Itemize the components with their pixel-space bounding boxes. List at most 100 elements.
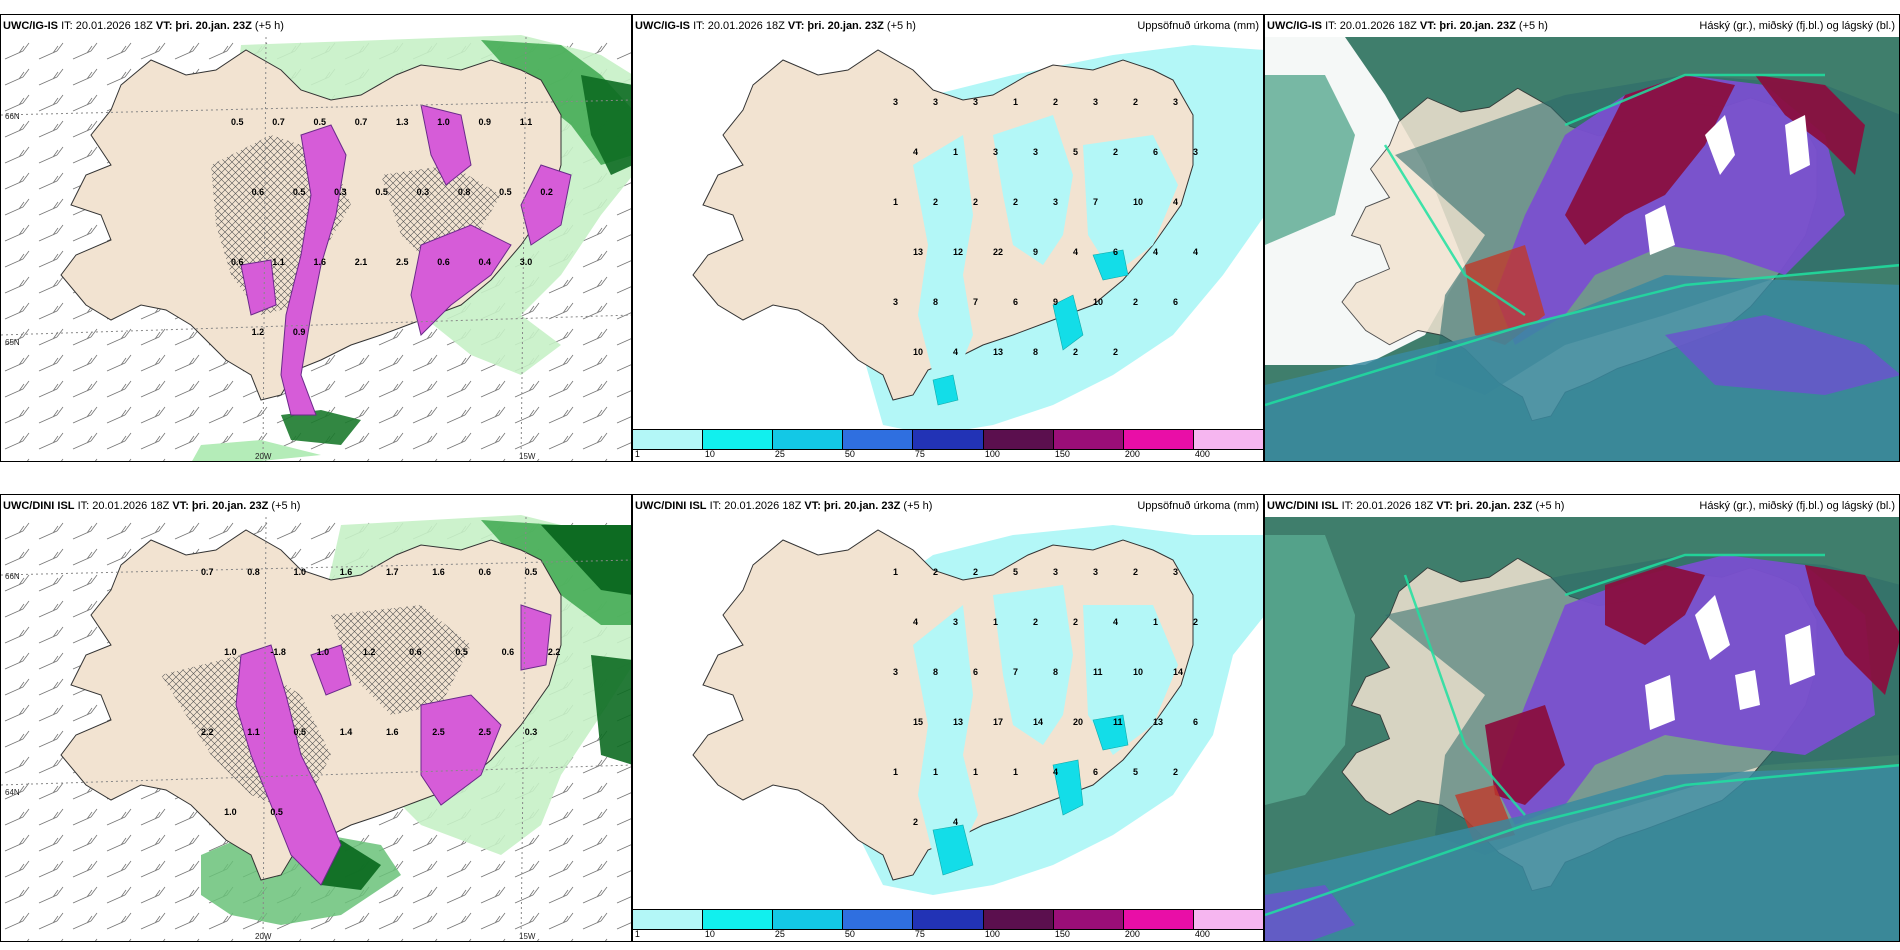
valid-time: þri. 20.jan. 23Z <box>823 500 901 512</box>
map-value-label: 3 <box>1033 147 1038 157</box>
map-value-label: 1 <box>893 767 898 777</box>
map-value-label: 1.2 <box>252 327 265 337</box>
map-value-label: 2.1 <box>355 257 368 267</box>
map-value-label: 6 <box>1173 297 1178 307</box>
map-value-label: 6 <box>973 667 978 677</box>
map-value-label: 1.6 <box>314 257 327 267</box>
map-value-label: 4 <box>1053 767 1058 777</box>
map-value-label: 1.0 <box>224 647 237 657</box>
map-value-label: 3 <box>933 97 938 107</box>
map-value-label: 0.6 <box>479 567 492 577</box>
init-time: IT: 20.01.2026 18Z <box>61 20 153 32</box>
map-value-label: 8 <box>1053 667 1058 677</box>
panel-accum-precip-igis[interactable]: UWC/IG-IS IT: 20.01.2026 18Z VT: þri. 20… <box>632 14 1264 462</box>
forecast-offset: (+5 h) <box>886 20 916 32</box>
model-name: UWC/DINI ISL <box>3 500 75 512</box>
map-value-label: 0.9 <box>293 327 306 337</box>
colorbar-swatch <box>1193 430 1263 449</box>
panel-accum-precip-dini[interactable]: UWC/DINI ISL IT: 20.01.2026 18Z VT: þri.… <box>632 494 1264 942</box>
map-value-label: 12 <box>953 247 963 257</box>
colorbar-tick-label: 100 <box>984 449 1000 459</box>
precip-value-labels: 0.7 0.8 1.0 1.6 1.7 1.6 0.6 0.5 1.0 -1.8 1.0 1.2 0.6… <box>201 567 560 817</box>
init-time: IT: 20.01.2026 18Z <box>1325 20 1417 32</box>
colorbar-swatch <box>1123 430 1194 449</box>
map-value-label: 4 <box>1113 617 1118 627</box>
colorbar-tick-label: 200 <box>1124 929 1140 939</box>
forecast-offset: (+5 h) <box>903 500 933 512</box>
map-canvas <box>1265 517 1899 941</box>
map-value-label: 1 <box>893 567 898 577</box>
map-value-label: 2 <box>1193 617 1198 627</box>
map-value-label: 2 <box>1113 347 1118 357</box>
map-value-label: 3 <box>893 297 898 307</box>
map-value-label: 2 <box>933 567 938 577</box>
map-value-label: 3 <box>1173 567 1178 577</box>
init-time: IT: 20.01.2026 18Z <box>693 20 785 32</box>
map-value-label: 1 <box>1013 97 1018 107</box>
lon-label: 15W <box>519 452 536 461</box>
map-canvas: 0.7 0.8 1.0 1.6 1.7 1.6 0.6 0.5 1.0 -1.8 1.0 1.2 0.6… <box>1 495 631 941</box>
map-value-label: 0.3 <box>525 727 538 737</box>
map-value-label: 13 <box>993 347 1003 357</box>
map-value-label: 3 <box>893 667 898 677</box>
map-value-label: 1.2 <box>363 647 376 657</box>
colorbar-tick-label: 400 <box>1194 929 1210 939</box>
map-canvas: 0.5 0.7 0.5 0.7 1.3 1.0 0.9 1.1 0.6 0.5 0.3 0.5 0.3 0… <box>1 15 631 461</box>
map-value-label: 0.7 <box>272 117 285 127</box>
map-value-label: 0.5 <box>314 117 327 127</box>
map-value-label: 0.8 <box>458 187 471 197</box>
valid-time-label: VT: <box>804 500 821 512</box>
map-value-label: 13 <box>913 247 923 257</box>
map-value-label: 2 <box>1073 347 1078 357</box>
map-value-label: 2 <box>913 817 918 827</box>
map-value-label: 2.5 <box>479 727 492 737</box>
lon-label: 20W <box>255 452 272 461</box>
map-value-label: 4 <box>1073 247 1078 257</box>
map-value-label: 7 <box>1013 667 1018 677</box>
map-value-label: 2 <box>1133 567 1138 577</box>
map-value-label: 14 <box>1173 667 1183 677</box>
panel-header: UWC/IG-IS IT: 20.01.2026 18Z VT: þri. 20… <box>1 15 631 37</box>
field-title: Uppsöfnuð úrkoma (mm) <box>1137 20 1259 32</box>
panel-precip-wind-igis[interactable]: UWC/IG-IS IT: 20.01.2026 18Z VT: þri. 20… <box>0 14 632 462</box>
colorbar-tick-label: 150 <box>1054 449 1070 459</box>
map-value-label: 1.1 <box>272 257 285 267</box>
forecast-offset: (+5 h) <box>1518 20 1548 32</box>
valid-time-label: VT: <box>155 20 173 32</box>
panel-cloud-cover-dini[interactable]: UWC/DINI ISL IT: 20.01.2026 18Z VT: þri.… <box>1264 494 1900 942</box>
map-value-label: 1.0 <box>294 567 307 577</box>
map-value-label: 9 <box>1053 297 1058 307</box>
map-value-label: 8 <box>1033 347 1038 357</box>
colorbar: 1 10 25 50 75 100 150 200 400 <box>633 429 1263 461</box>
map-value-label: 2.2 <box>201 727 214 737</box>
map-value-label: 4 <box>1193 247 1198 257</box>
panel-precip-wind-dini[interactable]: UWC/DINI ISL IT: 20.01.2026 18Z VT: þri.… <box>0 494 632 942</box>
colorbar-tick-label: 75 <box>914 929 925 939</box>
valid-time: þri. 20.jan. 23Z <box>175 20 252 32</box>
colorbar-swatch <box>1193 910 1263 929</box>
map-value-label: 0.6 <box>252 187 265 197</box>
colorbar-tick-label: 400 <box>1194 449 1210 459</box>
map-value-label: 10 <box>1133 197 1143 207</box>
panel-header: UWC/IG-IS IT: 20.01.2026 18Z VT: þri. 20… <box>633 15 1263 37</box>
map-value-label: 1.6 <box>386 727 399 737</box>
colorbar-tick-label: 200 <box>1124 449 1140 459</box>
model-name: UWC/DINI ISL <box>1267 500 1339 512</box>
map-value-label: 11 <box>1093 667 1103 677</box>
map-canvas: 3 3 3 1 2 3 2 34 1 3 3 5 2 6 31 2 2 2 3 7 10 413 12 22 9 4 6 4 43 8 7 6… <box>633 15 1263 461</box>
valid-time-label: VT: <box>172 500 189 512</box>
panel-cloud-cover-igis[interactable]: UWC/IG-IS IT: 20.01.2026 18Z VT: þri. 20… <box>1264 14 1900 462</box>
panel-header: UWC/DINI ISL IT: 20.01.2026 18Z VT: þri.… <box>633 495 1263 517</box>
field-title: Uppsöfnuð úrkoma (mm) <box>1137 500 1259 512</box>
map-value-label: 4 <box>953 817 958 827</box>
colorbar-tick-label: 50 <box>844 449 855 459</box>
map-value-label: -1.8 <box>270 647 286 657</box>
colorbar-swatch <box>773 910 844 929</box>
map-value-label: 3 <box>1173 97 1178 107</box>
precip-value-labels: 0.5 0.7 0.5 0.7 1.3 1.0 0.9 1.1 0.6 0.5 0.3 0.5 0.3 0… <box>231 117 553 337</box>
map-value-label: 1.3 <box>396 117 409 127</box>
map-value-label: 2 <box>933 197 938 207</box>
map-value-label: 1 <box>1153 617 1158 627</box>
lon-label: 15W <box>519 932 536 941</box>
lon-label: 20W <box>255 932 272 941</box>
